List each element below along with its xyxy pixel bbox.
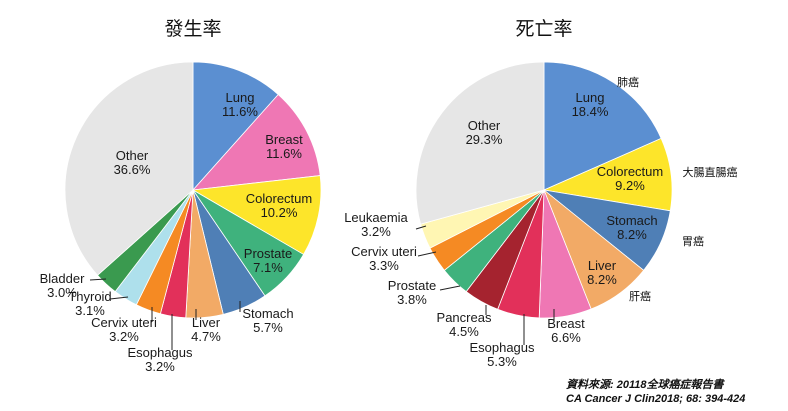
mortality-label-cervix-uteri: Cervix uteri bbox=[351, 244, 417, 259]
incidence-value-lung: 11.6% bbox=[222, 104, 258, 119]
incidence-label-colorectum: Colorectum bbox=[246, 191, 312, 206]
mortality-chart-title: 死亡率 bbox=[515, 18, 572, 40]
mortality-annotation-lung: 肺癌 bbox=[617, 75, 639, 89]
mortality-label-prostate: Prostate bbox=[388, 278, 436, 293]
incidence-value-bladder: 3.0% bbox=[47, 285, 77, 300]
mortality-label-pancreas: Pancreas bbox=[437, 310, 492, 325]
mortality-slice-lung bbox=[543, 61, 662, 191]
mortality-label-liver: Liver bbox=[588, 258, 617, 273]
mortality-annotation-colorectum: 大腸直腸癌 bbox=[683, 165, 738, 179]
mortality-slice-other bbox=[415, 61, 545, 225]
mortality-label-other: Other bbox=[468, 118, 501, 133]
incidence-value-thyroid: 3.1% bbox=[75, 303, 105, 318]
incidence-pie bbox=[64, 61, 322, 319]
incidence-labels: Lung11.6%Breast11.6%Colorectum10.2%Prost… bbox=[40, 90, 313, 374]
incidence-slice-lung bbox=[192, 61, 279, 192]
mortality-label-esophagus: Esophagus bbox=[469, 340, 535, 355]
incidence-slice-other bbox=[64, 61, 194, 276]
incidence-label-other: Other bbox=[116, 148, 149, 163]
mortality-value-lung: 18.4% bbox=[572, 104, 609, 119]
mortality-value-other: 29.3% bbox=[466, 132, 503, 147]
mortality-leader-leukaemia bbox=[415, 225, 427, 230]
mortality-annotation-stomach: 胃癌 bbox=[682, 234, 704, 248]
incidence-label-prostate: Prostate bbox=[244, 246, 292, 261]
mortality-value-pancreas: 4.5% bbox=[449, 324, 479, 339]
incidence-value-prostate: 7.1% bbox=[253, 260, 283, 275]
source-line-1: 資料來源: 20118全球癌症報告書 bbox=[566, 378, 725, 391]
mortality-value-liver: 8.2% bbox=[587, 272, 617, 287]
incidence-label-esophagus: Esophagus bbox=[127, 345, 193, 360]
incidence-leader-bladder bbox=[89, 278, 107, 281]
mortality-label-stomach: Stomach bbox=[606, 213, 657, 228]
mortality-pie bbox=[415, 61, 673, 319]
source-line-2: CA Cancer J Clin2018; 68: 394-424 bbox=[566, 393, 745, 405]
incidence-slice-colorectum bbox=[191, 175, 322, 256]
incidence-leader-thyroid bbox=[109, 296, 129, 300]
mortality-annotation-liver: 肝癌 bbox=[629, 289, 651, 303]
incidence-value-colorectum: 10.2% bbox=[261, 205, 298, 220]
incidence-label-lung: Lung bbox=[226, 90, 255, 105]
incidence-label-bladder: Bladder bbox=[40, 271, 85, 286]
incidence-label-stomach: Stomach bbox=[242, 306, 293, 321]
incidence-slice-breast bbox=[192, 93, 321, 191]
mortality-label-colorectum: Colorectum bbox=[597, 164, 663, 179]
incidence-chart-title: 發生率 bbox=[164, 18, 221, 40]
incidence-value-esophagus: 3.2% bbox=[145, 359, 175, 374]
incidence-label-cervix-uteri: Cervix uteri bbox=[91, 315, 157, 330]
mortality-value-esophagus: 5.3% bbox=[487, 354, 517, 369]
incidence-value-stomach: 5.7% bbox=[253, 320, 283, 335]
mortality-leader-prostate bbox=[439, 285, 461, 291]
incidence-label-liver: Liver bbox=[192, 315, 221, 330]
mortality-value-colorectum: 9.2% bbox=[615, 178, 645, 193]
mortality-value-cervix-uteri: 3.3% bbox=[369, 258, 399, 273]
incidence-label-thyroid: Thyroid bbox=[68, 289, 111, 304]
mortality-label-breast: Breast bbox=[547, 316, 585, 331]
mortality-value-leukaemia: 3.2% bbox=[361, 224, 391, 239]
mortality-value-breast: 6.6% bbox=[551, 330, 581, 345]
incidence-value-other: 36.6% bbox=[114, 162, 151, 177]
mortality-value-stomach: 8.2% bbox=[617, 227, 647, 242]
mortality-label-lung: Lung bbox=[576, 90, 605, 105]
mortality-labels: Lung18.4%肺癌Colorectum9.2%大腸直腸癌Stomach8.2… bbox=[344, 75, 737, 369]
incidence-value-liver: 4.7% bbox=[191, 329, 221, 344]
mortality-value-prostate: 3.8% bbox=[397, 292, 427, 307]
mortality-label-leukaemia: Leukaemia bbox=[344, 210, 408, 225]
incidence-label-breast: Breast bbox=[265, 132, 303, 147]
incidence-value-cervix-uteri: 3.2% bbox=[109, 329, 139, 344]
incidence-value-breast: 11.6% bbox=[266, 146, 302, 161]
mortality-leader-cervix-uteri bbox=[417, 251, 437, 257]
